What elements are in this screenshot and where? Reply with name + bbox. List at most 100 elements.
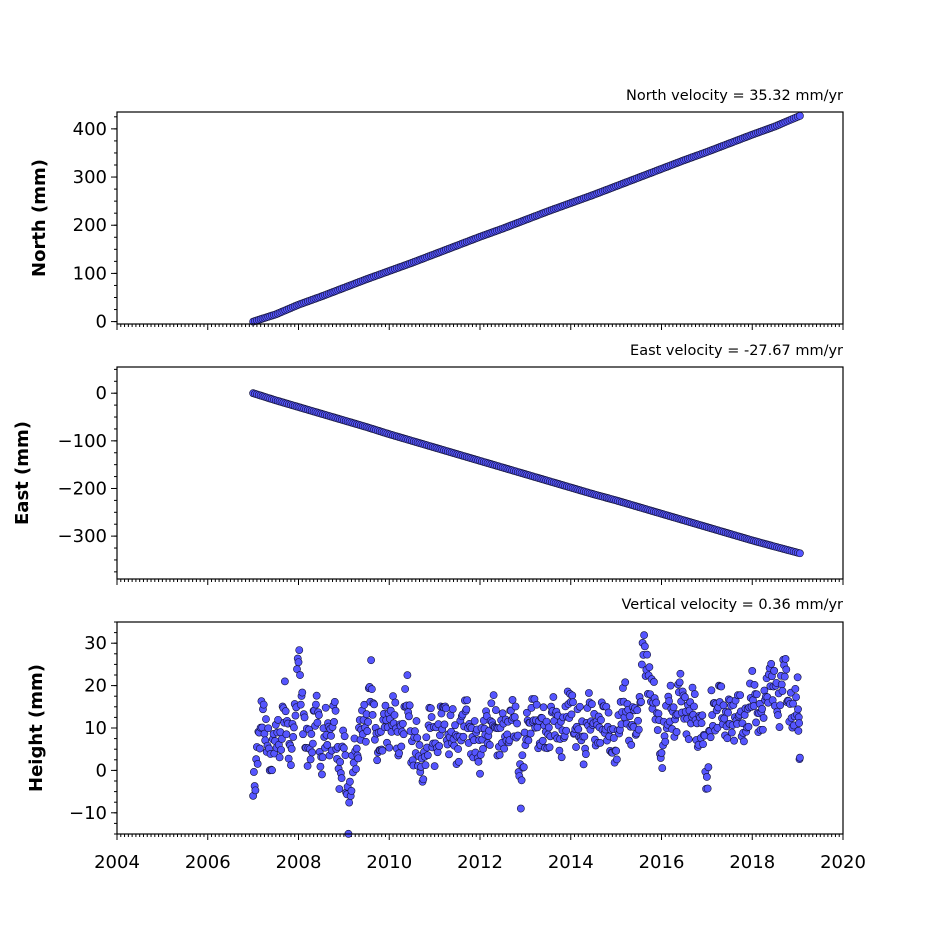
data-point	[703, 784, 712, 793]
east-y-axis-label: East (mm)	[12, 421, 33, 525]
north-x-ticks	[116, 324, 844, 330]
data-point	[364, 717, 372, 726]
data-point	[752, 690, 761, 699]
data-point	[339, 744, 348, 753]
data-point	[549, 693, 558, 701]
x-tick-label: 2006	[185, 852, 231, 873]
data-point	[352, 765, 360, 773]
data-point	[445, 750, 453, 759]
data-point	[795, 549, 804, 558]
data-point	[331, 706, 340, 715]
data-point	[336, 758, 344, 766]
data-point	[442, 704, 450, 713]
data-point	[316, 762, 325, 771]
data-point	[510, 713, 519, 721]
data-point	[277, 745, 286, 754]
data-point	[403, 671, 412, 680]
data-point	[612, 755, 621, 764]
data-point	[778, 687, 787, 695]
data-point	[781, 655, 790, 663]
data-point	[752, 718, 760, 727]
data-point	[723, 734, 732, 743]
data-point	[522, 708, 531, 717]
data-point	[750, 680, 759, 689]
data-point	[609, 734, 618, 742]
data-point	[268, 766, 276, 775]
data-point	[290, 723, 298, 732]
data-point	[296, 671, 304, 679]
height-y-axis-label: Height (mm)	[26, 664, 47, 792]
data-point	[794, 726, 803, 735]
data-point	[367, 656, 375, 665]
data-point	[280, 677, 289, 686]
data-point	[704, 763, 713, 772]
data-point	[277, 735, 286, 743]
data-point	[318, 753, 327, 762]
data-point	[657, 749, 666, 757]
data-point	[415, 741, 424, 749]
north-y-ticks: 0 100 200 300 400	[73, 116, 117, 333]
data-point	[311, 700, 320, 709]
east-velocity-title: East velocity = -27.67 mm/yr	[630, 343, 843, 359]
data-point	[422, 733, 431, 742]
data-point	[412, 717, 421, 725]
data-point	[299, 730, 307, 739]
data-point	[526, 729, 535, 738]
data-point	[294, 658, 303, 667]
data-point	[569, 698, 577, 707]
data-point	[791, 684, 800, 693]
data-point	[748, 667, 757, 675]
data-point	[517, 776, 526, 785]
data-point	[300, 713, 309, 722]
data-point	[318, 770, 326, 779]
data-point	[491, 706, 500, 714]
data-point	[795, 719, 804, 728]
x-tick-label: 2014	[548, 852, 594, 873]
data-point	[313, 718, 322, 727]
data-point	[633, 706, 642, 715]
data-point	[524, 736, 533, 745]
data-point	[690, 690, 699, 698]
data-point	[341, 751, 350, 760]
data-point	[430, 762, 439, 771]
data-point	[736, 691, 745, 700]
data-point	[508, 696, 517, 704]
data-point	[323, 741, 332, 749]
data-point	[291, 711, 300, 720]
data-point	[708, 711, 717, 719]
y-tick-label: −100	[58, 431, 107, 452]
north-panel: North velocity = 35.32 mm/yr 0 100 200 300 4…	[29, 88, 844, 333]
data-point	[759, 714, 768, 722]
data-point	[413, 733, 422, 742]
y-tick-label: 0	[96, 760, 107, 781]
data-point	[427, 713, 436, 721]
data-point	[423, 751, 432, 760]
y-tick-label: 10	[84, 718, 107, 739]
height-panel: Vertical velocity = 0.36 mm/yr −10 0 10 20 3…	[26, 597, 866, 873]
data-point	[495, 751, 504, 759]
data-point	[489, 691, 498, 700]
north-axes-frame	[116, 111, 844, 325]
data-point	[519, 763, 528, 772]
data-point	[307, 730, 316, 738]
data-point	[354, 754, 363, 763]
data-point	[672, 728, 681, 736]
height-axes-frame	[116, 621, 844, 835]
data-point	[249, 768, 258, 776]
data-point	[426, 704, 435, 713]
data-point	[282, 730, 291, 739]
data-point	[676, 669, 685, 678]
east-y-ticks: 0 −100 −200 −300	[58, 368, 117, 573]
north-points	[249, 111, 804, 326]
data-point	[298, 688, 307, 697]
east-panel: East velocity = -27.67 mm/yr 0 −100 −200 −3…	[12, 343, 844, 585]
data-point	[284, 754, 293, 763]
data-point	[287, 744, 296, 753]
data-point	[740, 737, 748, 746]
data-point	[795, 753, 804, 762]
data-point	[405, 712, 413, 721]
x-tick-label: 2010	[366, 852, 412, 873]
data-point	[612, 746, 621, 755]
data-point	[378, 746, 387, 755]
